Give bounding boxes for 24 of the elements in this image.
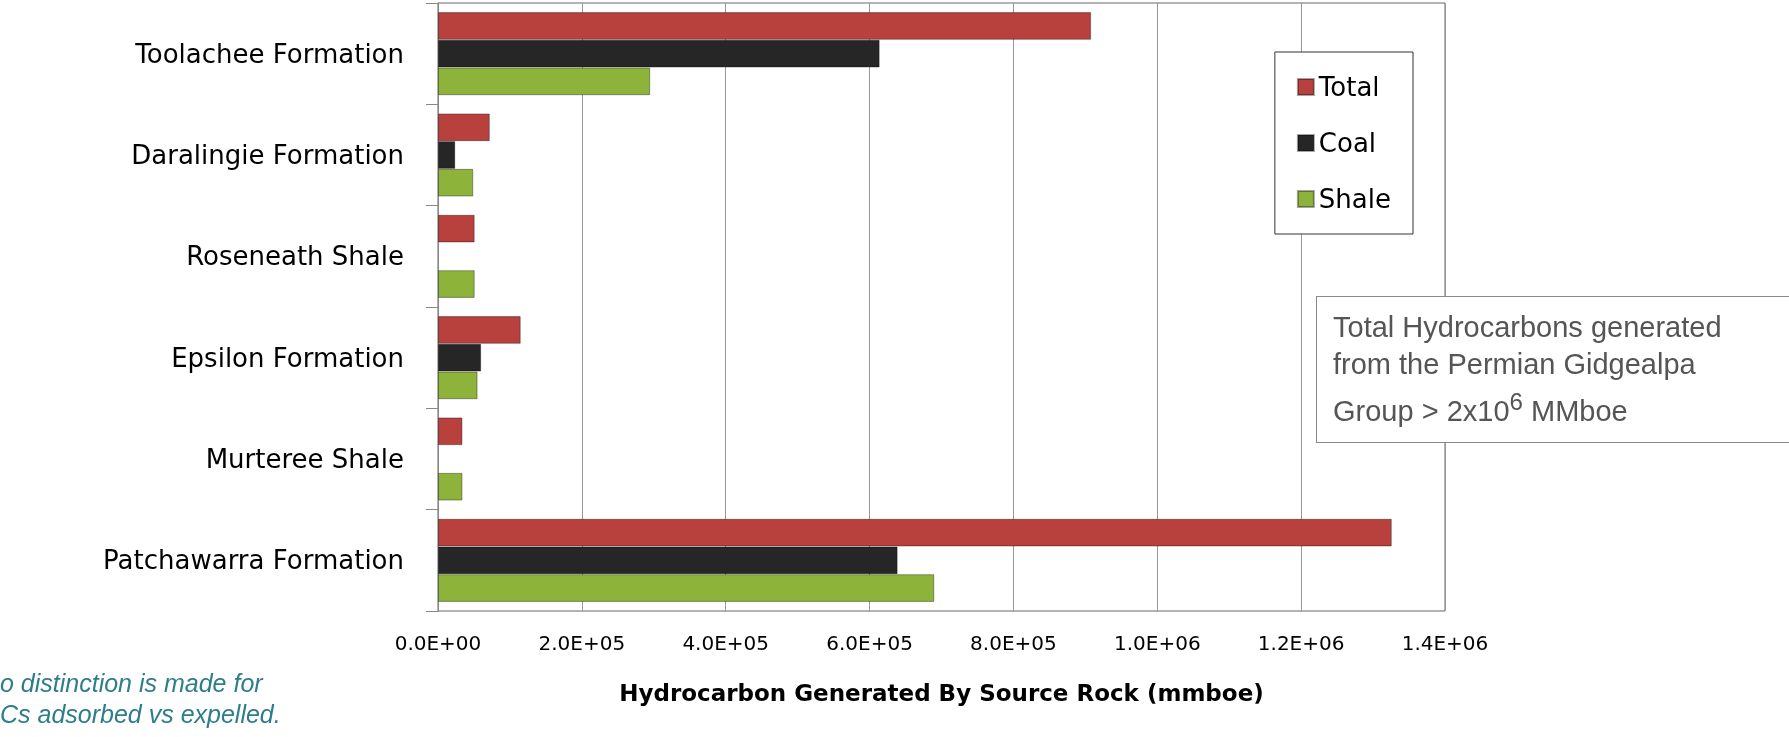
annotation: Total Hydrocarbons generated from the Permian Gidgealpa Group > 2x10$^{6}$ MMboe [1316, 296, 1789, 443]
legend-label: Coal [1318, 128, 1377, 158]
x-axis-title: Hydrocarbon Generated By Source Rock (mmboe) [619, 679, 1264, 706]
x-tick-label: 4.0E+05 [682, 631, 770, 655]
y-tick-label: Epsilon Formation [171, 342, 404, 373]
y-tick-label: Murteree Shale [205, 444, 404, 474]
legend-label: Shale [1318, 184, 1392, 214]
x-tick-label: 1.2E+06 [1257, 631, 1345, 655]
x-tick-label: 1.4E+06 [1401, 631, 1489, 655]
y-tick-label: Patchawarra Formation [103, 545, 404, 576]
x-tick-label: 0.0E+00 [394, 631, 482, 655]
bar [438, 214, 475, 243]
legend-label: Total [1317, 72, 1380, 102]
x-tick-label: 6.0E+05 [826, 631, 913, 655]
y-tick-label: Daralingie Formation [131, 140, 404, 170]
text: o distinction is made for Cs adsorbed vs expelled. [0, 668, 281, 730]
bar [438, 270, 475, 298]
y-tick-label: Roseneath Shale [186, 241, 404, 272]
bar [438, 417, 463, 446]
y-tick-label: Toolachee Formation [134, 38, 404, 69]
x-tick-label: 1.0E+06 [1113, 631, 1201, 655]
x-tick-label: 2.0E+05 [538, 631, 626, 655]
bar [438, 472, 463, 501]
x-tick-label: 8.0E+05 [970, 631, 1057, 655]
